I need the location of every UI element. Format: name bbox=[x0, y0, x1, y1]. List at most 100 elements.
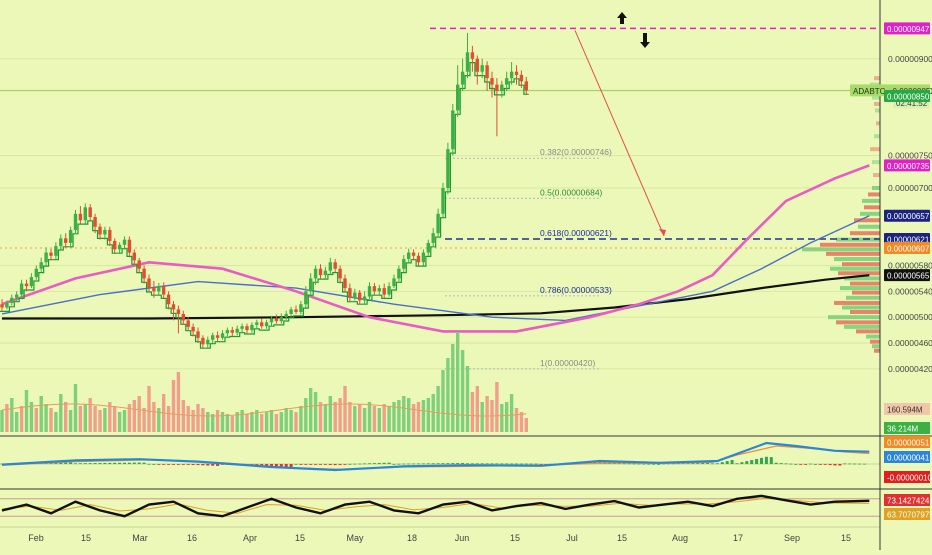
x-tick-label: 15 bbox=[841, 533, 851, 543]
volume-bar bbox=[93, 406, 97, 432]
volume-bar bbox=[132, 400, 136, 432]
volume-bar bbox=[201, 408, 205, 432]
macd-histogram-bar bbox=[118, 462, 122, 464]
candle-body bbox=[137, 260, 141, 269]
x-tick-label: May bbox=[346, 533, 364, 543]
candle-body bbox=[127, 239, 132, 253]
x-tick-label: Aug bbox=[672, 533, 688, 543]
candle-body bbox=[147, 278, 151, 289]
volume-bar bbox=[519, 412, 524, 432]
candle-body bbox=[49, 252, 53, 256]
candle-body bbox=[294, 309, 298, 312]
candle-body bbox=[519, 74, 524, 82]
macd-histogram-bar bbox=[157, 464, 161, 465]
macd-label-text: 0.00000051 bbox=[887, 439, 930, 448]
macd-histogram-bar bbox=[745, 461, 749, 464]
volume-bar bbox=[431, 394, 435, 432]
x-tick-label: Mar bbox=[132, 533, 148, 543]
volume-bar bbox=[59, 394, 63, 432]
macd-histogram-bar bbox=[368, 463, 371, 465]
candle-body bbox=[470, 52, 475, 59]
volume-profile-bar bbox=[850, 231, 880, 236]
macd-histogram-bar bbox=[500, 463, 504, 465]
macd-histogram-bar bbox=[181, 464, 185, 465]
candle-body bbox=[343, 278, 347, 289]
volume-bar bbox=[372, 406, 377, 432]
volume-bar bbox=[5, 404, 9, 432]
volume-profile-bar bbox=[866, 334, 880, 339]
macd-histogram-bar bbox=[735, 463, 739, 465]
volume-bar bbox=[220, 412, 225, 432]
macd-histogram-bar bbox=[186, 464, 190, 465]
volume-label-text: 160.594M bbox=[887, 406, 923, 415]
volume-bar bbox=[206, 412, 210, 432]
candle-body bbox=[451, 110, 455, 150]
macd-histogram-bar bbox=[152, 464, 156, 465]
macd-histogram-bar bbox=[201, 464, 205, 466]
candle-body bbox=[5, 302, 9, 308]
volume-bar bbox=[470, 392, 475, 432]
volume-profile-bar bbox=[844, 324, 880, 329]
volume-bar bbox=[157, 408, 161, 432]
candle-body bbox=[98, 226, 102, 235]
macd-histogram-bar bbox=[769, 457, 773, 464]
macd-histogram-bar bbox=[809, 463, 812, 465]
volume-bar bbox=[304, 398, 308, 432]
macd-histogram-bar bbox=[382, 462, 386, 464]
macd-histogram-bar bbox=[818, 464, 822, 465]
volume-profile-bar bbox=[836, 320, 880, 325]
volume-profile-bar bbox=[872, 95, 880, 100]
volume-bar bbox=[358, 404, 362, 432]
macd-histogram-bar bbox=[637, 463, 641, 465]
macd-histogram-bar bbox=[372, 463, 376, 464]
candle-body bbox=[509, 71, 514, 79]
volume-bar bbox=[377, 408, 381, 432]
macd-histogram-bar bbox=[789, 463, 793, 465]
macd-histogram-bar bbox=[319, 464, 322, 465]
macd-histogram-bar bbox=[480, 463, 484, 465]
volume-bar bbox=[230, 416, 234, 432]
macd-histogram-bar bbox=[529, 463, 533, 465]
volume-bar bbox=[421, 400, 426, 432]
volume-bar bbox=[284, 408, 288, 432]
candle-body bbox=[206, 339, 210, 345]
candle-body bbox=[211, 335, 215, 340]
macd-histogram-bar bbox=[774, 462, 778, 464]
volume-profile-bar bbox=[873, 173, 880, 178]
volume-bar bbox=[269, 410, 274, 432]
volume-profile-bar bbox=[834, 257, 880, 262]
macd-label-badge bbox=[884, 451, 930, 463]
candle-body bbox=[382, 288, 386, 295]
macd-histogram-bar bbox=[519, 463, 523, 465]
macd-label-badge bbox=[884, 471, 930, 483]
volume-profile-bar bbox=[842, 305, 880, 310]
candle-body bbox=[289, 309, 293, 314]
volume-bar bbox=[103, 408, 107, 432]
macd-histogram-bar bbox=[377, 462, 381, 464]
candle-body bbox=[465, 52, 470, 72]
macd-histogram-bar bbox=[289, 464, 293, 468]
volume-profile-bar bbox=[872, 344, 880, 349]
candle-body bbox=[108, 229, 112, 241]
macd-histogram-bar bbox=[843, 463, 847, 465]
x-tick-label: 15 bbox=[510, 533, 520, 543]
volume-bar bbox=[245, 414, 249, 432]
macd-histogram-bar bbox=[402, 463, 406, 465]
volume-bar bbox=[88, 398, 92, 432]
candle-body bbox=[456, 84, 460, 111]
candle-body bbox=[436, 213, 440, 234]
volume-profile-bar bbox=[840, 286, 880, 291]
volume-profile-bar bbox=[838, 271, 880, 276]
macd-histogram-bar bbox=[426, 463, 430, 465]
macd-histogram-bar bbox=[470, 463, 474, 465]
candle-body bbox=[83, 207, 87, 221]
candle-body bbox=[505, 78, 509, 85]
candle-body bbox=[264, 322, 269, 327]
volume-bar bbox=[426, 398, 430, 432]
candle-body bbox=[29, 277, 34, 287]
candle-body bbox=[260, 322, 264, 327]
macd-histogram-bar bbox=[323, 464, 327, 465]
volume-profile-bar bbox=[874, 76, 880, 81]
